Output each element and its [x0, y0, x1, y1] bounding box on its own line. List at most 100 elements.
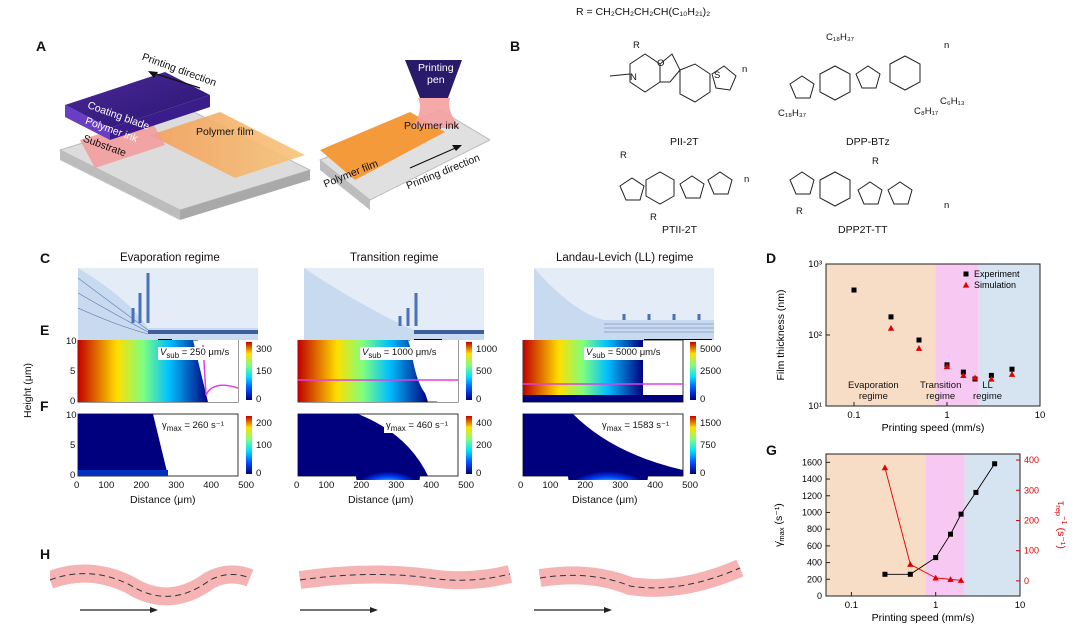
molecule-label-pii-2t: PII-2T	[670, 136, 699, 148]
gamma-value-1: = 260 s⁻¹	[184, 420, 224, 431]
f1-xtick: 500	[238, 480, 254, 491]
f1-xtick: 200	[133, 480, 150, 491]
panel-letter-c: C	[40, 250, 51, 266]
flow-schematic-ll	[534, 268, 714, 340]
region-band	[925, 454, 965, 596]
f2-xtick: 200	[353, 480, 370, 491]
y-tick-label: 10²	[808, 330, 822, 341]
gamma-symbol-2: γ	[386, 420, 391, 431]
panel-letter-h: H	[40, 546, 51, 562]
atom-o-1: O	[657, 58, 665, 69]
y-left-tick-label: 1200	[802, 491, 822, 501]
region-label-ll-l1: LL	[982, 380, 993, 391]
y-tick-label: 10³	[808, 259, 822, 270]
gamma-sub-2: max	[390, 423, 406, 433]
legend-marker	[963, 271, 969, 277]
x-tick-label: 1	[944, 410, 949, 421]
legend-marker	[962, 281, 970, 288]
flow-schematic-evaporation	[78, 268, 258, 340]
data-point	[957, 577, 965, 583]
x-axis-label: Printing speed (mm/s)	[882, 422, 985, 434]
cbar-e3-mid: 2500	[700, 366, 722, 377]
y-left-tick-label: 400	[807, 558, 822, 568]
panel-a-schematic	[58, 60, 490, 220]
y-right-tick-label: 400	[1024, 455, 1039, 465]
y-left-tick-label: 1600	[802, 457, 822, 467]
cbar-f2-top: 400	[476, 418, 492, 429]
panel-letter-e: E	[40, 322, 50, 338]
cbar-e3-top: 5000	[700, 344, 722, 355]
f3-xtick: 100	[542, 480, 559, 491]
x-tick-label: 1	[933, 600, 938, 611]
vsub-label-1: Vsub = 250 μm/s	[158, 347, 232, 360]
polymer-ink-shape	[80, 118, 165, 168]
cbar-e2-bot: 0	[476, 394, 482, 405]
colorbar-f-3	[690, 416, 696, 474]
flow-schematic-transition	[304, 268, 484, 340]
cbar-e2-top: 1000	[476, 344, 498, 355]
y-right-tick-label: 200	[1024, 515, 1039, 525]
y-left-tick-label: 1400	[802, 474, 822, 484]
subst-r-3: R	[650, 212, 657, 223]
subst-r-2: R	[620, 150, 627, 161]
y-left-tick-label: 600	[807, 541, 822, 551]
colorbar-f-2	[466, 416, 472, 474]
vsub-symbol-3: V	[586, 347, 593, 358]
subst-r-5: R	[796, 206, 803, 217]
subst-c6: C₆H₁₃	[940, 96, 965, 107]
ptii-2t-structure	[619, 171, 733, 205]
f2-xtick: 400	[423, 480, 440, 491]
e-ytick-0: 0	[70, 396, 76, 407]
data-point	[916, 337, 922, 343]
y-left-axis-label: γ̇max (s⁻¹)	[773, 503, 786, 547]
height-axis-label: Height (μm)	[22, 362, 34, 418]
y-right-axis-sub: rep	[1054, 505, 1063, 516]
r-formula: R = CH₂CH₂CH₂CH(C₁₀H₂₁)₂	[576, 6, 711, 18]
polymer-ink-label-right: Polymer ink	[404, 120, 459, 132]
cbar-f2-mid: 200	[476, 440, 492, 451]
pii-2t-structure	[609, 53, 737, 103]
x-axis-label: Printing speed (mm/s)	[872, 612, 975, 624]
subst-c8: C₈H₁₇	[914, 106, 939, 117]
panel-letter-g: G	[766, 442, 777, 458]
region-label-ll: LL regime	[973, 380, 1002, 402]
dpp-btz-structure	[789, 55, 921, 101]
y-right-tick-label: 300	[1024, 485, 1039, 495]
distance-label-3: Distance (μm)	[572, 494, 638, 506]
distance-label-2: Distance (μm)	[348, 494, 414, 506]
coating-blade-shape	[65, 72, 210, 128]
data-point	[887, 324, 895, 331]
data-point	[960, 372, 967, 378]
data-point	[1008, 371, 1016, 377]
subst-r-1: R	[633, 40, 640, 51]
panel-letter-b: B	[510, 38, 521, 54]
colorbar-f-1	[246, 416, 252, 474]
f2-xticks: 0 100 200 300 400 500	[294, 480, 474, 491]
printing-direction-arrow	[149, 71, 201, 89]
cbar-e3-bot: 0	[700, 394, 706, 405]
y-right-axis-label: τrep−1 (s⁻¹)	[1054, 501, 1069, 549]
regime-title-evaporation: Evaporation regime	[120, 252, 220, 264]
data-point	[958, 511, 964, 517]
printing-pen-label: Printing pen	[418, 62, 454, 86]
region-label-transition-l2: regime	[926, 391, 956, 402]
x-tick-label: 0.1	[847, 410, 860, 421]
data-point	[882, 571, 888, 577]
colorbar-e-2	[466, 342, 472, 400]
gamma-value-3: = 1583 s⁻¹	[624, 420, 670, 431]
vsub-sub-1: sub	[166, 350, 180, 360]
data-point	[988, 375, 995, 382]
f2-xtick: 500	[458, 480, 474, 491]
chain-ribbon-1	[50, 564, 254, 606]
gamma-symbol-3: γ	[602, 420, 607, 431]
colorbar-e-1	[246, 342, 252, 400]
y-right-tick-label: 100	[1024, 546, 1039, 556]
y-right-axis-unit: (s⁻¹)	[1055, 525, 1067, 549]
data-point	[988, 372, 994, 378]
subst-n-3: n	[744, 174, 750, 185]
gamma-label-2: γmax = 460 s⁻¹	[384, 420, 450, 433]
panel-c-flow-schematics	[78, 268, 714, 340]
y-left-tick-label: 200	[807, 574, 822, 584]
region-label-transition-l1: Transition	[920, 380, 962, 391]
region-label-evaporation-l2: regime	[858, 391, 888, 402]
